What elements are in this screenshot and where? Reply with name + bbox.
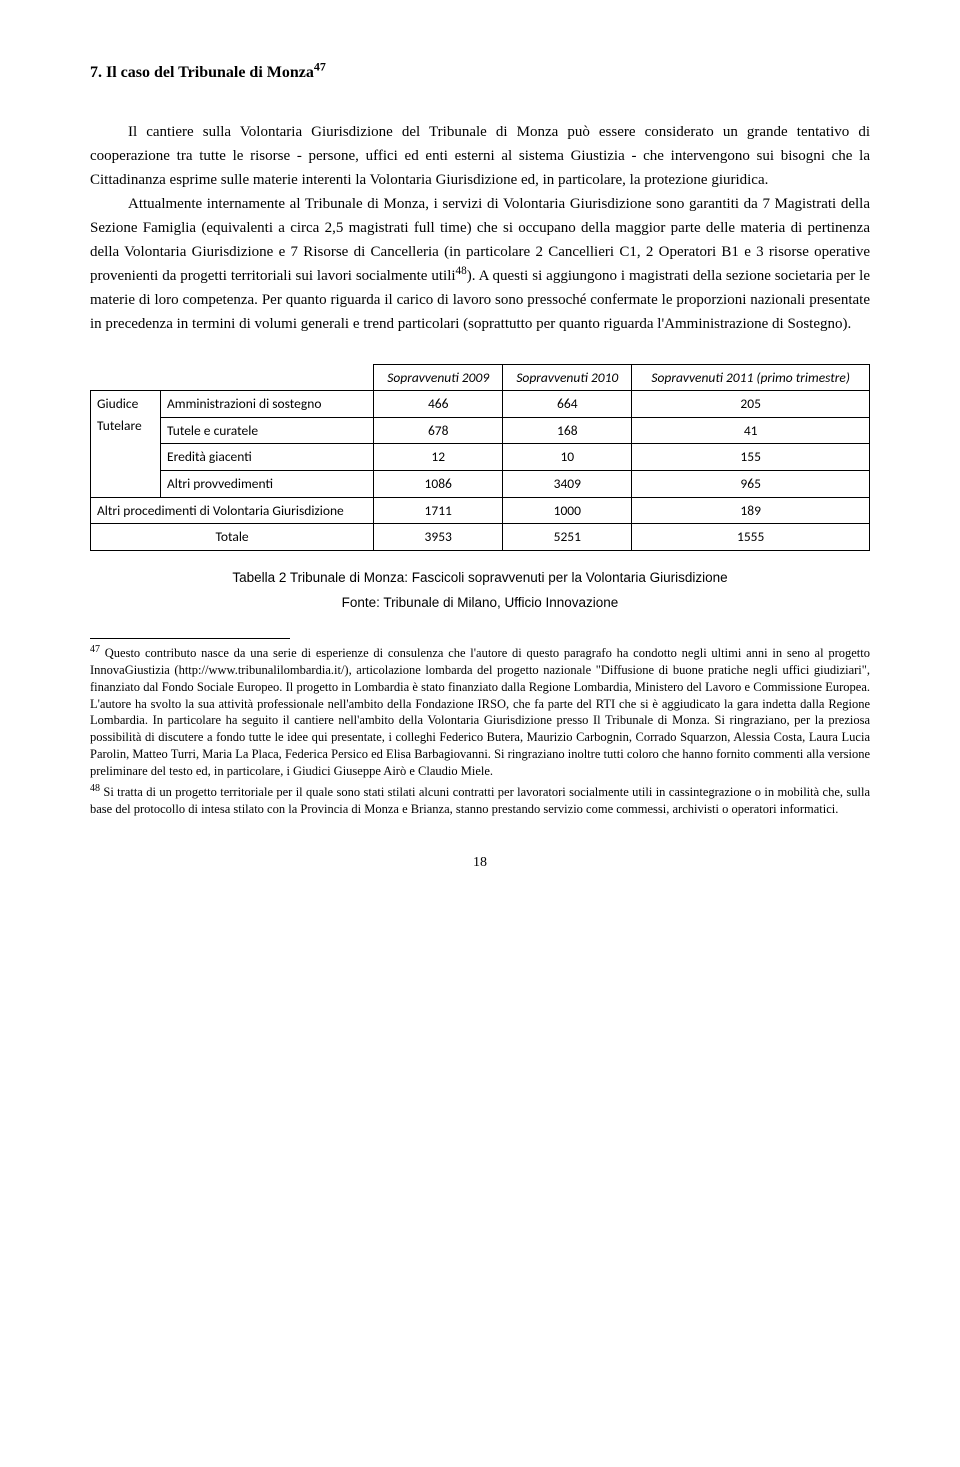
table-row: Giudice Tutelare Amministrazioni di sost… [91, 391, 870, 418]
table-cell: Eredità giacenti [161, 444, 374, 471]
table-header: Sopravvenuti 2009 [374, 364, 503, 391]
table-cell: 155 [632, 444, 870, 471]
table-cell: 168 [503, 417, 632, 444]
table-rowhead: Giudice Tutelare [91, 391, 161, 497]
table-row: Altri provvedimenti 1086 3409 965 [91, 470, 870, 497]
footnote-47: 47 Questo contributo nasce da una serie … [90, 645, 870, 780]
table-row: Eredità giacenti 12 10 155 [91, 444, 870, 471]
paragraph-1: Il cantiere sulla Volontaria Giurisdizio… [90, 120, 870, 192]
table-cell: 466 [374, 391, 503, 418]
table-cell: Amministrazioni di sostegno [161, 391, 374, 418]
table-cell: Tutele e curatele [161, 417, 374, 444]
footnote-text: Questo contributo nasce da una serie di … [90, 646, 870, 778]
table-row: Tutele e curatele 678 168 41 [91, 417, 870, 444]
table-cell: Altri procedimenti di Volontaria Giurisd… [91, 497, 374, 524]
table-source: Fonte: Tribunale di Milano, Ufficio Inno… [90, 592, 870, 614]
table-cell: 3953 [374, 524, 503, 551]
table-header: Sopravvenuti 2011 (primo trimestre) [632, 364, 870, 391]
body-text: Il cantiere sulla Volontaria Giurisdizio… [90, 120, 870, 336]
table-header-row: Sopravvenuti 2009 Sopravvenuti 2010 Sopr… [91, 364, 870, 391]
page-number: 18 [90, 852, 870, 874]
table-cell: 1555 [632, 524, 870, 551]
table-cell: Totale [91, 524, 374, 551]
table-cell: 1000 [503, 497, 632, 524]
table-cell: 1711 [374, 497, 503, 524]
para2-footnote-ref: 48 [456, 265, 467, 277]
table-header: Sopravvenuti 2010 [503, 364, 632, 391]
section-heading: 7. Il caso del Tribunale di Monza47 [90, 60, 870, 86]
table-cell: 664 [503, 391, 632, 418]
table-cell: 678 [374, 417, 503, 444]
table-cell: 205 [632, 391, 870, 418]
table-cell: 3409 [503, 470, 632, 497]
table-cell: 1086 [374, 470, 503, 497]
footnote-number: 47 [90, 644, 100, 655]
table-cell: 5251 [503, 524, 632, 551]
table-cell: Altri provvedimenti [161, 470, 374, 497]
table-cell: 965 [632, 470, 870, 497]
table-cell: 189 [632, 497, 870, 524]
footnote-48: 48 Si tratta di un progetto territoriale… [90, 784, 870, 818]
heading-footnote-ref: 47 [314, 60, 326, 74]
paragraph-2: Attualmente internamente al Tribunale di… [90, 192, 870, 336]
footnote-separator [90, 638, 290, 639]
heading-text: 7. Il caso del Tribunale di Monza [90, 64, 314, 81]
table-header-empty [91, 364, 374, 391]
table-caption: Tabella 2 Tribunale di Monza: Fascicoli … [90, 567, 870, 589]
footnote-number: 48 [90, 783, 100, 794]
table-cell: 41 [632, 417, 870, 444]
table-cell: 10 [503, 444, 632, 471]
footnote-text: Si tratta di un progetto territoriale pe… [90, 785, 870, 816]
table-row: Altri procedimenti di Volontaria Giurisd… [91, 497, 870, 524]
data-table: Sopravvenuti 2009 Sopravvenuti 2010 Sopr… [90, 364, 870, 551]
table-cell: 12 [374, 444, 503, 471]
table-row-total: Totale 3953 5251 1555 [91, 524, 870, 551]
